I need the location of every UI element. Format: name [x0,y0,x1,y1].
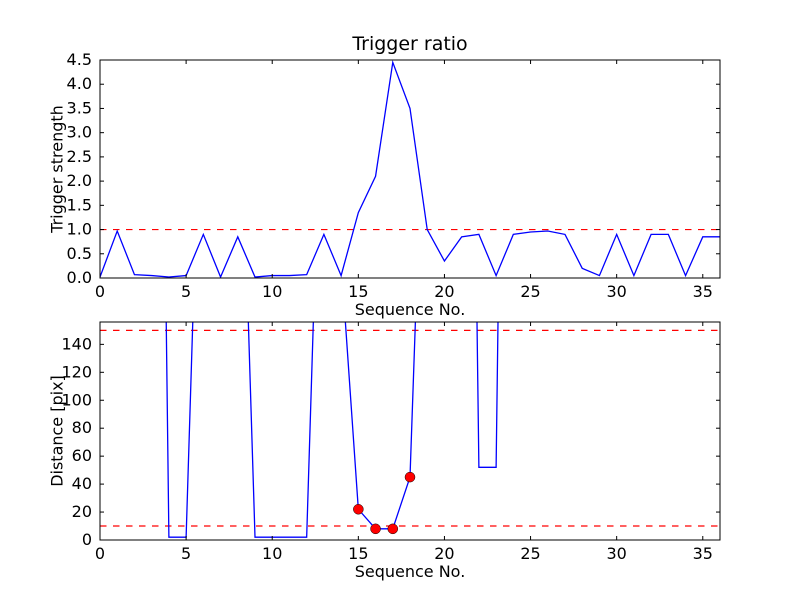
data-point-marker [370,523,381,535]
x-tick-label: 15 [348,282,368,301]
y-tick-label: 1.0 [67,220,92,239]
y-tick-label: 120 [61,362,92,381]
y-tick-label: 140 [61,334,92,353]
x-tick-label: 35 [693,282,713,301]
y-tick-label: 4.5 [67,50,92,69]
data-point-marker [404,471,416,483]
x-tick-label: 20 [434,282,454,301]
chart-title: Trigger ratio [352,33,468,55]
y-tick-label: 60 [72,446,92,465]
y-tick-label: 100 [61,390,92,409]
data-point-marker [387,523,399,535]
x-tick-label: 10 [262,282,282,301]
x-tick-label: 25 [520,544,540,563]
bottom-x-axis-label: Sequence No. [354,562,466,581]
x-tick-label: 25 [520,282,540,301]
x-tick-label: 10 [262,544,282,563]
x-tick-label: 5 [181,282,191,301]
bottom-y-axis-label: Distance [pix] [47,375,67,487]
y-tick-label: 0.5 [67,244,92,263]
y-tick-label: 80 [72,418,92,437]
x-tick-label: 0 [95,544,105,563]
y-tick-label: 3.0 [67,123,92,142]
x-tick-label: 35 [693,544,713,563]
y-tick-label: 4.0 [67,74,92,93]
top-x-axis-label: Sequence No. [354,300,466,319]
data-point-marker [353,504,364,515]
y-tick-label: 0 [82,530,92,549]
y-tick-label: 1.5 [67,195,92,214]
y-tick-label: 40 [72,474,92,493]
y-tick-label: 2.5 [67,147,92,166]
x-tick-label: 30 [606,544,626,563]
data-line [100,60,720,278]
data-line [165,322,499,538]
x-tick-label: 5 [181,544,191,563]
axes-frame [99,59,721,279]
y-tick-label: 20 [72,502,92,521]
axes-1: 0 5 10 15 20 25 30 35 0 20 40 60 80 100 120 140 [61,321,721,563]
x-tick-label: 0 [95,282,105,301]
y-tick-label: 0.0 [67,268,92,287]
y-tick-label: 3.5 [67,98,92,117]
top-y-axis-label: Trigger strength [47,105,67,233]
axes-frame [99,321,721,541]
axes-0: 0 5 10 15 20 25 30 35 0.0 0.5 1.0 1.5 2.0 2.5 3.0 3.5 4.… [67,50,721,301]
x-tick-label: 30 [606,282,626,301]
y-tick-label: 2.0 [67,171,92,190]
x-tick-label: 20 [434,544,454,563]
x-tick-label: 15 [348,544,368,563]
